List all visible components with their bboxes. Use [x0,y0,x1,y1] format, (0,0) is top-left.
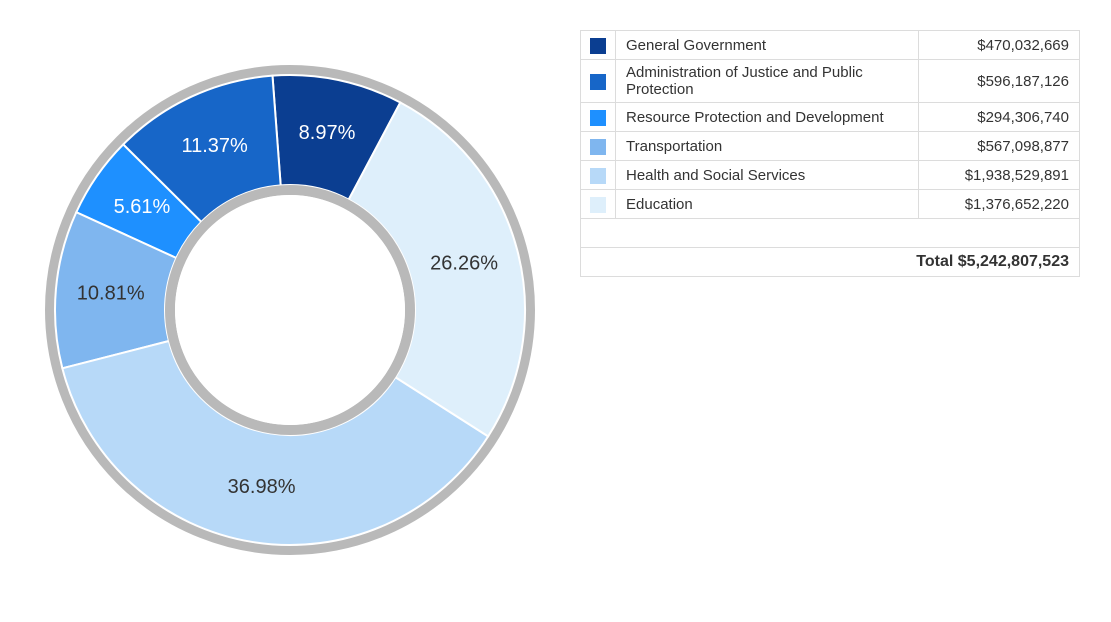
legend-swatch-cell [581,161,616,190]
slice-label-education: 26.26% [430,252,498,274]
legend-label: General Government [616,31,919,60]
slice-label-health_social: 36.98% [228,476,296,498]
legend-total: Total $5,242,807,523 [581,248,1080,277]
legend-swatch-cell [581,103,616,132]
legend-swatch-general_government [590,38,606,54]
legend-label: Health and Social Services [616,161,919,190]
legend-swatch-cell [581,60,616,103]
legend-label: Transportation [616,132,919,161]
legend-row-general_government: General Government$470,032,669 [581,31,1080,60]
legend-row-health_social: Health and Social Services$1,938,529,891 [581,161,1080,190]
legend-swatch-cell [581,31,616,60]
legend-swatch-cell [581,132,616,161]
legend-total-label: Total [916,253,953,270]
donut-chart: 8.97% 11.37% 5.61% 10.81% 36.98% 26.26% [30,20,550,600]
legend-value: $567,098,877 [919,132,1080,161]
donut-svg: 8.97% 11.37% 5.61% 10.81% 36.98% 26.26% [30,20,550,600]
legend-value: $470,032,669 [919,31,1080,60]
legend-swatch-health_social [590,168,606,184]
legend-row-education: Education$1,376,652,220 [581,190,1080,219]
legend-row-transportation: Transportation$567,098,877 [581,132,1080,161]
legend-label: Education [616,190,919,219]
slice-label-general_government: 8.97% [299,122,356,144]
slice-label-admin_justice: 11.37% [181,135,248,157]
legend-value: $294,306,740 [919,103,1080,132]
legend-swatch-education [590,197,606,213]
slice-label-transportation: 10.81% [77,282,145,304]
legend-swatch-admin_justice [590,74,606,90]
legend-value: $1,376,652,220 [919,190,1080,219]
legend-label: Administration of Justice and Public Pro… [616,60,919,103]
donut-center [175,195,405,425]
slice-label-resource_protection: 5.61% [114,196,171,218]
legend-total-value: $5,242,807,523 [958,253,1069,270]
legend-label: Resource Protection and Development [616,103,919,132]
page-root: 8.97% 11.37% 5.61% 10.81% 36.98% 26.26% Gener… [0,0,1111,622]
legend-row-resource_protection: Resource Protection and Development$294,… [581,103,1080,132]
legend-total-row: Total $5,242,807,523 [581,248,1080,277]
legend-swatch-cell [581,190,616,219]
legend-table: General Government$470,032,669Administra… [580,30,1080,277]
legend-swatch-transportation [590,139,606,155]
legend-total-spacer [581,219,1080,248]
legend-swatch-resource_protection [590,110,606,126]
legend-row-admin_justice: Administration of Justice and Public Pro… [581,60,1080,103]
legend-value: $1,938,529,891 [919,161,1080,190]
legend: General Government$470,032,669Administra… [580,30,1080,277]
legend-value: $596,187,126 [919,60,1080,103]
